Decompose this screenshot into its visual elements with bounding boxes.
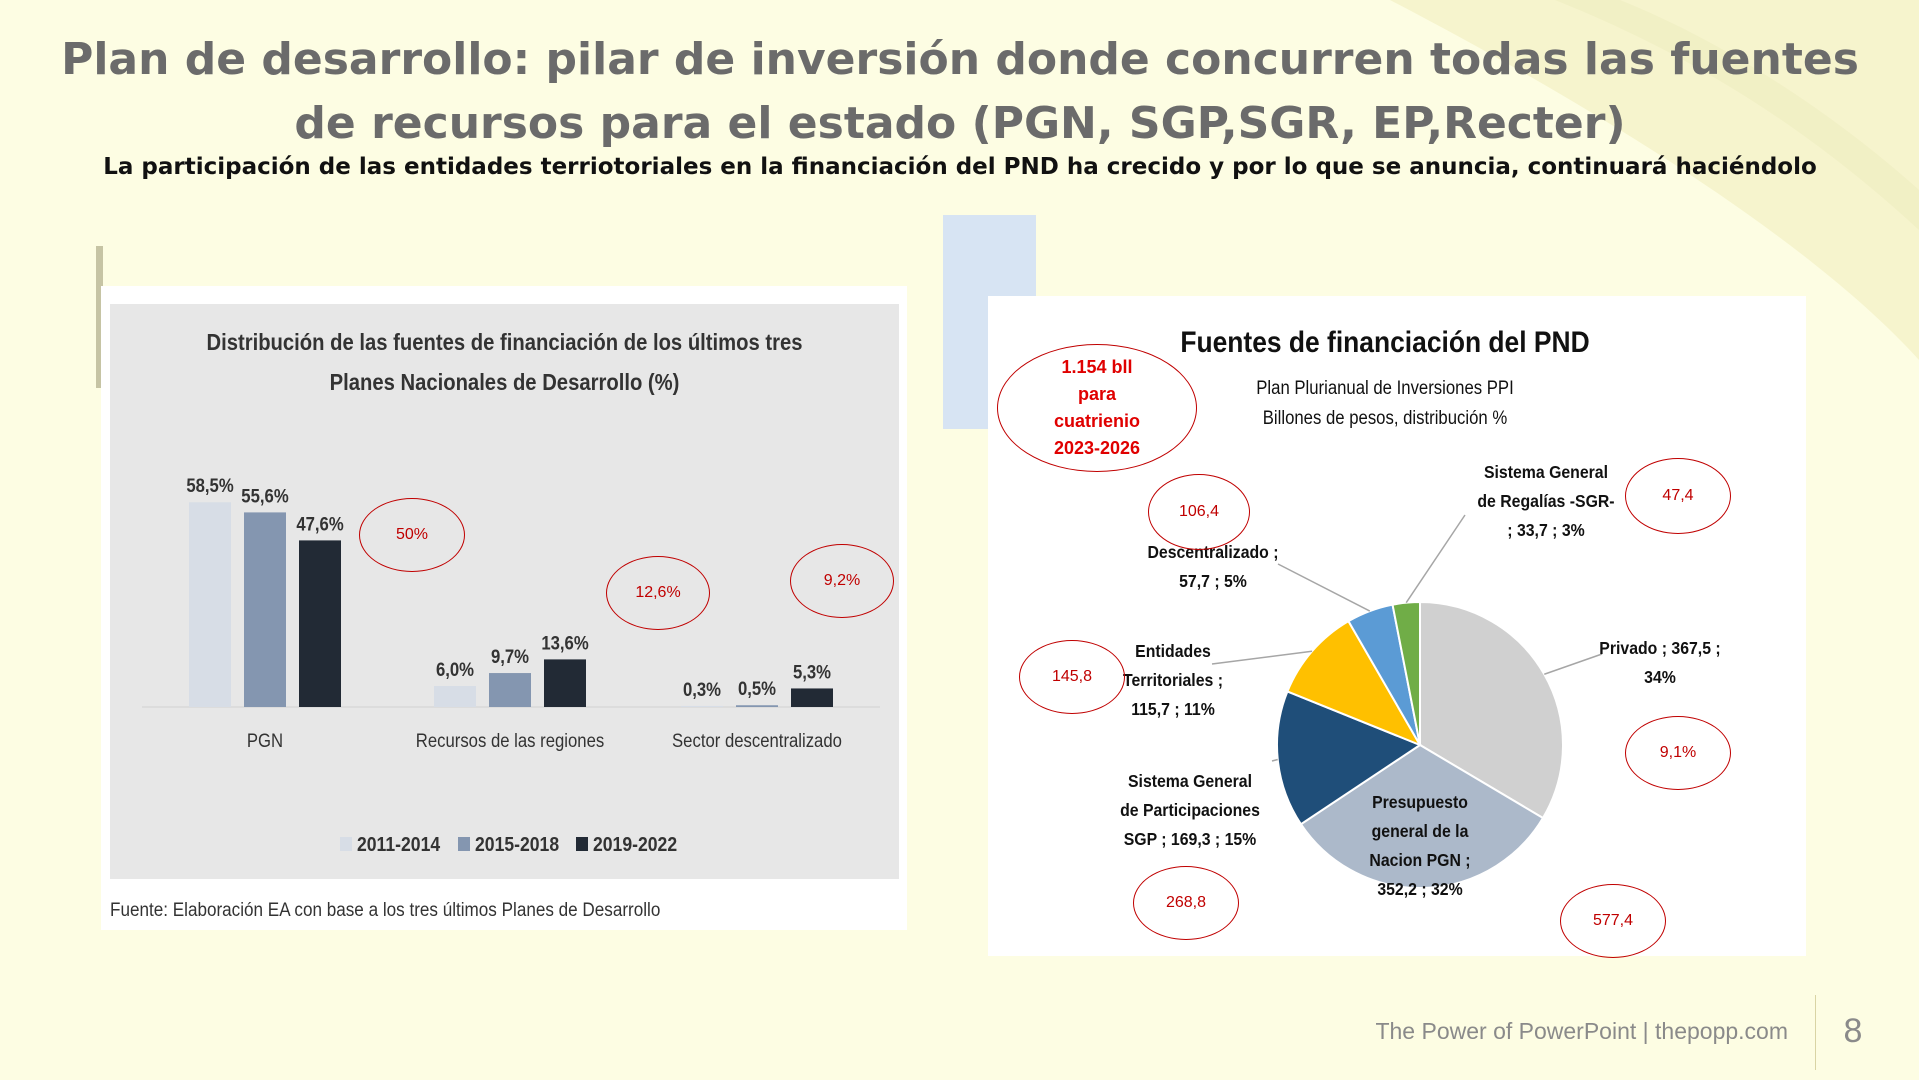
- footer-text: The Power of PowerPoint | thepopp.com: [1375, 1018, 1788, 1044]
- bar-data-label: 55,6%: [241, 485, 288, 506]
- pie-leader-line: [1211, 650, 1313, 665]
- x-tick-label: Sector descentralizado: [672, 730, 842, 751]
- bar-pgn-2019-2022: [299, 540, 341, 707]
- pie-label-entidades-territoriales: Entidades: [1135, 641, 1211, 661]
- pie-label-sistema-general-de-participaciones-sgp: de Participaciones: [1120, 800, 1260, 820]
- bar-chart-source: Fuente: Elaboración EA con base a los tr…: [110, 900, 661, 921]
- annotation-oval-descentralizado: 9,2%: [790, 544, 894, 618]
- pie-label-sistema-general-de-regalias-sgr: Sistema General: [1484, 462, 1608, 482]
- annotation-oval-regiones: 12,6%: [606, 556, 710, 630]
- pie-label-sistema-general-de-regalias-sgr: ; 33,7 ; 3%: [1507, 520, 1584, 540]
- bar-sector-descentralizado-2019-2022: [791, 688, 833, 707]
- legend-label-2015-2018: 2015-2018: [475, 833, 559, 855]
- pie-label-entidades-territoriales: Territoriales ;: [1123, 670, 1223, 690]
- pie-label-entidades-territoriales: 115,7 ; 11%: [1131, 699, 1215, 719]
- bar-chart-title-line-2: Planes Nacionales de Desarrollo (%): [329, 369, 680, 395]
- x-tick-label: Recursos de las regiones: [416, 730, 604, 751]
- pie-label-sistema-general-de-regalias-sgr: de Regalías -SGR-: [1477, 491, 1614, 511]
- bar-chart-title: Distribución de las fuentes de financiac…: [157, 322, 851, 402]
- annotation-oval-pgn-pie: 577,4: [1560, 884, 1666, 958]
- legend-label-2011-2014: 2011-2014: [357, 833, 441, 855]
- pie-label-presupuesto-general-de-la-nacion-pgn: Nacion PGN ;: [1369, 850, 1470, 870]
- bar-recursos-de-las-regiones-2019-2022: [544, 659, 586, 707]
- pie-label-sistema-general-de-participaciones-sgp: Sistema General: [1128, 771, 1252, 791]
- pie-chart-subtitle-line-1: Plan Plurianual de Inversiones PPI: [1256, 378, 1514, 399]
- accent-bar: [96, 246, 103, 388]
- pie-label-presupuesto-general-de-la-nacion-pgn: general de la: [1372, 821, 1469, 841]
- total-note-line-4: 2023-2026: [1053, 438, 1141, 458]
- total-note-line-2: para: [1077, 384, 1117, 404]
- bar-recursos-de-las-regiones-2015-2018: [489, 673, 531, 707]
- pie-leader-line: [1405, 514, 1466, 604]
- bar-recursos-de-las-regiones-2011-2014: [434, 686, 476, 707]
- annotation-oval-sgr: 47,4: [1625, 458, 1731, 534]
- bar-data-label: 0,5%: [738, 678, 776, 699]
- bar-data-label: 0,3%: [683, 679, 721, 700]
- pie-leader-line: [1544, 653, 1603, 675]
- bar-chart-title-line-1: Distribución de las fuentes de financiac…: [206, 329, 803, 355]
- pie-label-presupuesto-general-de-la-nacion-pgn: 352,2 ; 32%: [1377, 879, 1462, 899]
- bar-sector-descentralizado-2015-2018: [736, 705, 778, 707]
- slide-subtitle: La participación de las entidades terrio…: [103, 154, 1817, 180]
- annotation-oval-pgn: 50%: [359, 498, 465, 572]
- page-number: 8: [1843, 1012, 1863, 1050]
- pie-slice-presupuesto-general-de-la-nacion-pgn: [1299, 743, 1545, 889]
- annotation-oval-sgp: 268,8: [1133, 866, 1239, 940]
- bar-sector-descentralizado-2011-2014: [681, 705, 723, 707]
- total-note-line-1: 1.154 bll: [1061, 357, 1133, 377]
- pie-leader-line: [1271, 758, 1278, 762]
- pie-leader-line: [1277, 563, 1371, 612]
- pie-label-sistema-general-de-participaciones-sgp: SGP ; 169,3 ; 15%: [1124, 829, 1257, 849]
- pie-chart-subtitle: Plan Plurianual de Inversiones PPI Billo…: [1178, 374, 1592, 434]
- bar-data-label: 13,6%: [541, 632, 588, 653]
- pie-chart-subtitle-line-2: Billones de pesos, distribución %: [1262, 408, 1508, 429]
- pie-label-privado: Privado ; 367,5 ;: [1599, 638, 1720, 658]
- bar-pgn-2011-2014: [189, 502, 231, 707]
- bar-chart-plot-area: [110, 304, 899, 879]
- annotation-oval-territoriales: 145,8: [1019, 640, 1125, 714]
- total-note-line-3: cuatrienio: [1053, 411, 1141, 431]
- bar-pgn-2015-2018: [244, 512, 286, 707]
- pie-label-presupuesto-general-de-la-nacion-pgn: Presupuesto: [1372, 792, 1468, 812]
- legend-swatch-2019-2022: [576, 837, 588, 851]
- x-tick-label: PGN: [247, 730, 283, 751]
- bar-data-label: 58,5%: [186, 475, 233, 496]
- bar-data-label: 6,0%: [436, 659, 474, 680]
- total-note-oval: 1.154 bll para cuatrienio 2023-2026: [997, 344, 1197, 472]
- annotation-oval-privado: 9,1%: [1625, 716, 1731, 790]
- footer-divider: [1815, 995, 1816, 1070]
- pie-chart-title: Fuentes de financiación del PND: [1180, 326, 1590, 359]
- legend-swatch-2015-2018: [458, 837, 470, 851]
- bar-data-label: 5,3%: [793, 661, 831, 682]
- pie-label-privado: 34%: [1644, 667, 1676, 687]
- pie-label-descentralizado: 57,7 ; 5%: [1179, 571, 1247, 591]
- bar-data-label: 9,7%: [491, 646, 529, 667]
- legend-label-2019-2022: 2019-2022: [593, 833, 677, 855]
- slide-title: Plan de desarrollo: pilar de inversión d…: [61, 34, 1859, 149]
- annotation-oval-descentralizado-pie: 106,4: [1148, 474, 1250, 550]
- legend-swatch-2011-2014: [340, 837, 352, 851]
- pie-slice-privado: [1419, 600, 1564, 820]
- bar-data-label: 47,6%: [296, 513, 343, 534]
